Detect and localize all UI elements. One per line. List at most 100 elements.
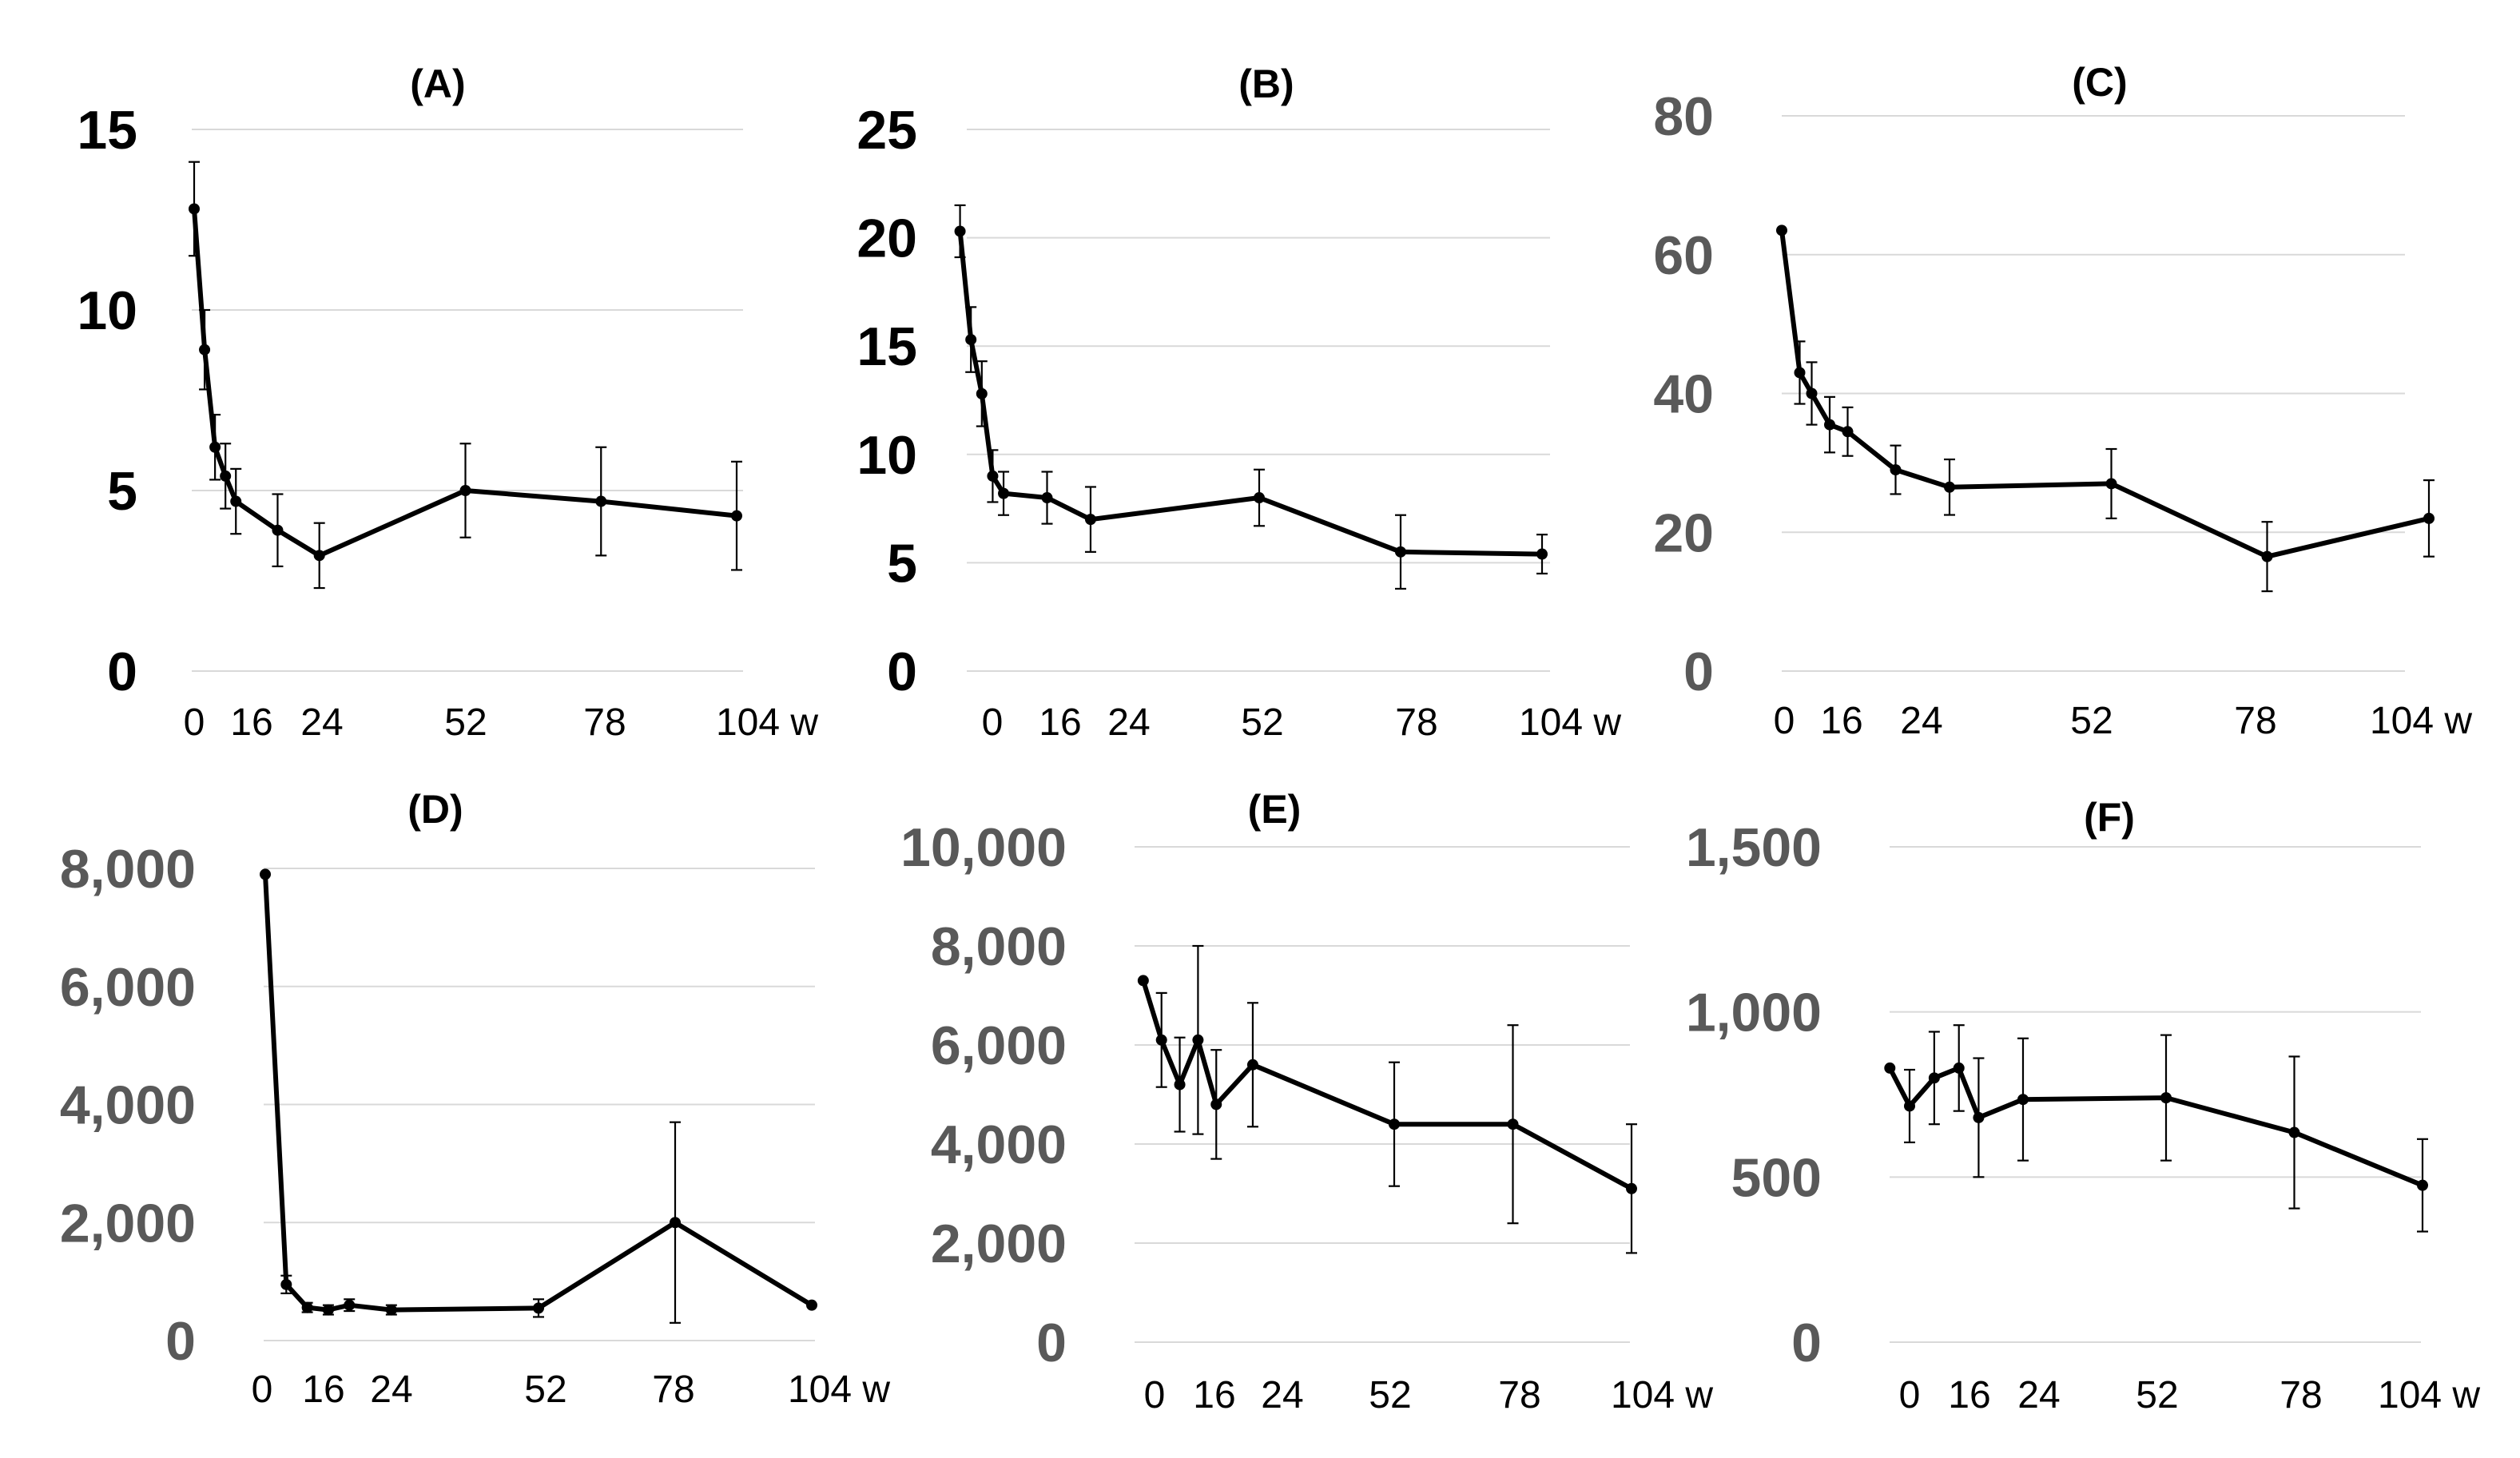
x-tick-label: 78 <box>1498 1374 1540 1416</box>
data-point <box>2261 550 2273 562</box>
data-point <box>954 225 966 237</box>
series-line <box>957 231 1543 557</box>
x-tick-label: 78 <box>583 701 626 744</box>
data-point <box>1824 419 1835 431</box>
data-point <box>189 203 200 215</box>
y-tick-label: 10 <box>857 425 917 486</box>
x-tick-label: 52 <box>1241 701 1283 744</box>
data-point <box>987 470 999 482</box>
data-point <box>385 1304 397 1316</box>
data-point <box>1254 492 1265 504</box>
y-tick-label: 20 <box>1653 503 1714 563</box>
y-tick-label: 20 <box>857 209 917 269</box>
data-point <box>1806 387 1818 399</box>
y-tick-label: 6,000 <box>931 1015 1067 1076</box>
x-tick-label: 52 <box>524 1369 566 1411</box>
data-point <box>322 1304 334 1316</box>
x-tick-label: 104 w <box>2370 700 2472 742</box>
data-point <box>1890 464 1902 476</box>
x-tick-label: 104 w <box>1519 701 1621 744</box>
data-point <box>313 550 325 562</box>
y-tick-label: 15 <box>857 316 917 377</box>
x-tick-label: 104 w <box>788 1369 890 1411</box>
data-point <box>1395 546 1406 558</box>
panel-title: (C) <box>2072 60 2127 105</box>
data-point <box>1626 1182 1637 1194</box>
x-tick-label: 0 <box>252 1369 273 1411</box>
panel-title: (A) <box>410 62 465 106</box>
y-tick-label: 2,000 <box>60 1193 196 1253</box>
data-point <box>533 1302 544 1314</box>
data-point <box>1084 514 1096 526</box>
panel-e: 0 2,000 4,000 6,000 8,000 10,000 0 16 24 52 78 104 … <box>900 787 1713 1416</box>
x-tick-label: 0 <box>1774 700 1795 742</box>
x-tick-label: 78 <box>2280 1374 2322 1416</box>
data-point <box>272 524 284 536</box>
data-point <box>1137 975 1149 987</box>
y-tick-label: 1,000 <box>1686 983 1822 1043</box>
y-tick-label: 8,000 <box>60 839 196 900</box>
y-tick-label: 0 <box>1791 1313 1822 1373</box>
x-tick-label: 52 <box>444 701 487 744</box>
panel-title: (E) <box>1248 787 1302 832</box>
data-point <box>1928 1072 1940 1084</box>
x-tick-label: 78 <box>2234 700 2276 742</box>
y-tick-label: 4,000 <box>60 1075 196 1136</box>
x-tick-label: 16 <box>1039 701 1081 744</box>
y-tick-label: 15 <box>77 100 137 161</box>
data-point <box>1210 1098 1222 1110</box>
data-point <box>209 441 221 453</box>
panel-c: 0 20 40 60 80 0 16 24 52 78 104 w (C) <box>1653 60 2472 742</box>
data-point <box>1192 1034 1204 1046</box>
y-tick-label: 0 <box>887 642 917 702</box>
data-point <box>595 495 607 507</box>
x-tick-label: 78 <box>1395 701 1437 744</box>
data-point <box>1174 1079 1186 1091</box>
data-point <box>301 1301 313 1313</box>
data-point <box>1842 426 1854 438</box>
data-point <box>1944 481 1955 493</box>
y-tick-label: 25 <box>857 100 917 161</box>
panel-a: 0 5 10 15 0 16 24 52 78 104 w (A) <box>77 62 818 744</box>
data-point <box>199 344 211 356</box>
x-tick-label: 52 <box>2070 700 2113 742</box>
data-point <box>1246 1059 1258 1071</box>
data-point <box>459 485 471 496</box>
x-tick-label: 16 <box>1193 1374 1235 1416</box>
panel-title: (D) <box>407 787 463 832</box>
x-tick-label: 16 <box>1948 1374 1990 1416</box>
data-point <box>1884 1062 1896 1074</box>
x-tick-label: 104 w <box>1611 1374 1713 1416</box>
x-tick-label: 16 <box>302 1369 344 1411</box>
data-point <box>1041 492 1053 504</box>
data-point <box>2288 1126 2300 1138</box>
panel-b: 0 5 10 15 20 25 0 16 24 52 78 104 w (B) <box>857 62 1621 744</box>
y-tick-label: 60 <box>1653 225 1714 286</box>
y-tick-label: 500 <box>1731 1147 1822 1208</box>
data-point <box>2105 478 2117 490</box>
data-point <box>2160 1092 2172 1104</box>
x-tick-label: 0 <box>1144 1374 1166 1416</box>
panel-d: 0 2,000 4,000 6,000 8,000 0 16 24 52 78 104 w (D) <box>60 787 891 1411</box>
y-tick-label: 0 <box>1036 1313 1067 1373</box>
data-point <box>1536 548 1548 560</box>
data-point <box>1953 1062 1965 1074</box>
series-line <box>1887 1065 2424 1188</box>
x-tick-label: 104 w <box>716 701 818 744</box>
y-tick-label: 1,500 <box>1686 817 1822 878</box>
panel-title: (F) <box>2084 795 2135 840</box>
data-point <box>1794 367 1806 379</box>
data-point <box>280 1278 292 1290</box>
x-tick-label: 24 <box>300 701 343 744</box>
x-tick-label: 52 <box>1369 1374 1411 1416</box>
data-point <box>2017 1094 2029 1106</box>
y-tick-label: 0 <box>1683 642 1714 702</box>
data-point <box>1973 1111 1985 1123</box>
y-tick-label: 80 <box>1653 86 1714 147</box>
x-tick-label: 104 w <box>2378 1374 2480 1416</box>
data-point <box>344 1299 356 1311</box>
data-point <box>670 1217 681 1229</box>
series-line <box>1779 229 2430 559</box>
data-point <box>230 495 242 507</box>
x-tick-label: 78 <box>652 1369 694 1411</box>
